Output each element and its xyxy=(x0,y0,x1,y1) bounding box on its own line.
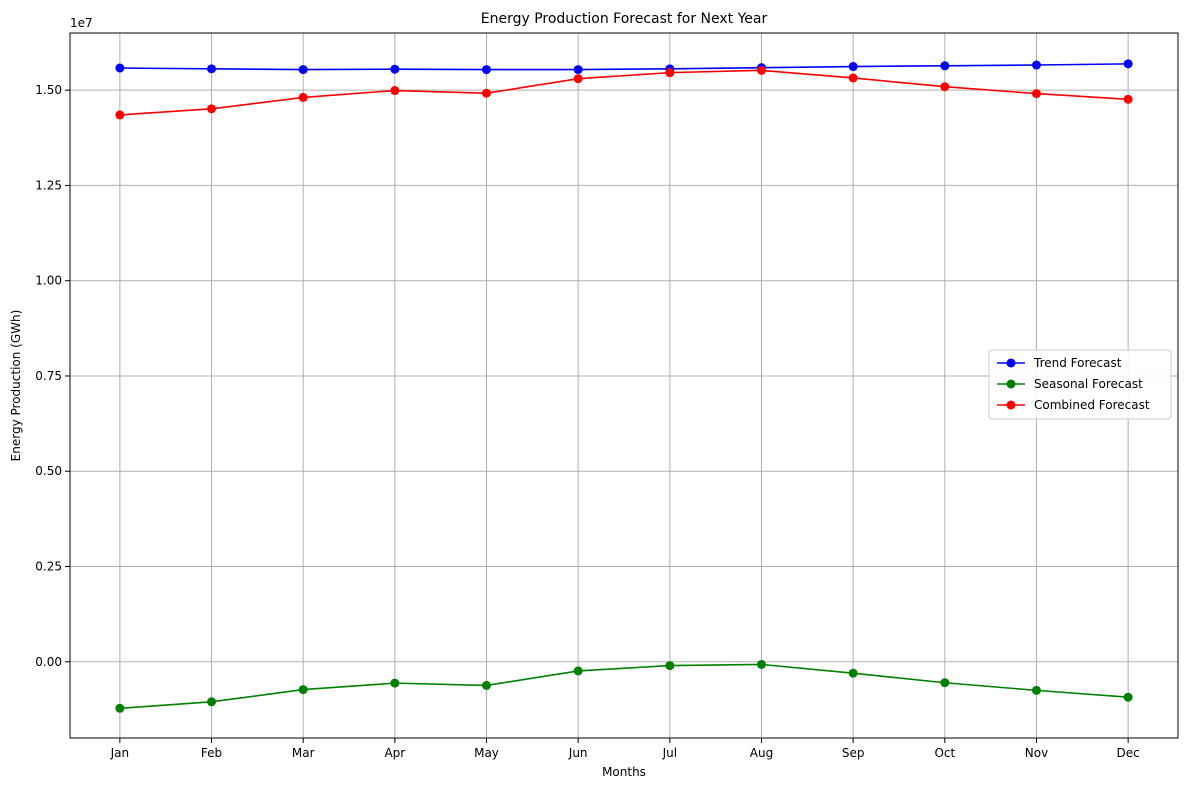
data-point xyxy=(848,668,858,678)
data-point xyxy=(207,697,217,707)
data-point xyxy=(756,659,766,669)
data-point xyxy=(482,88,492,98)
legend-item: Seasonal Forecast xyxy=(997,377,1143,391)
data-point xyxy=(665,68,675,78)
grid-lines xyxy=(70,33,1178,738)
data-point xyxy=(573,74,583,84)
y-axis: 0.00 0.25 0.50 0.75 1.00 1.25 1.50 xyxy=(35,83,70,669)
data-point xyxy=(390,64,400,74)
data-point xyxy=(665,661,675,671)
y-tick-label: 1.50 xyxy=(35,83,62,97)
legend-label: Seasonal Forecast xyxy=(1034,377,1143,391)
x-tick-label: Jul xyxy=(662,746,677,760)
data-point xyxy=(207,104,217,114)
legend-marker xyxy=(1006,400,1016,410)
legend-item: Trend Forecast xyxy=(997,356,1122,370)
plot-area-frame xyxy=(69,32,1179,739)
series-combined-forecast xyxy=(115,65,1133,120)
data-point xyxy=(1031,89,1041,99)
data-point xyxy=(1123,692,1133,702)
y-tick-label: 0.00 xyxy=(35,655,62,669)
series-trend-forecast xyxy=(115,59,1133,75)
data-point xyxy=(1123,94,1133,104)
x-tick-label: Aug xyxy=(750,746,773,760)
data-point xyxy=(573,666,583,676)
y-axis-offset-label: 1e7 xyxy=(70,16,93,30)
x-tick-label: Dec xyxy=(1117,746,1140,760)
data-point xyxy=(940,678,950,688)
data-point xyxy=(115,703,125,713)
x-tick-label: May xyxy=(474,746,499,760)
data-point xyxy=(940,61,950,71)
data-point xyxy=(207,64,217,74)
x-tick-label: Oct xyxy=(934,746,955,760)
data-point xyxy=(1031,60,1041,70)
data-point xyxy=(1123,59,1133,69)
x-tick-label: Feb xyxy=(201,746,222,760)
data-point xyxy=(298,65,308,75)
legend-label: Combined Forecast xyxy=(1034,398,1150,412)
data-point xyxy=(756,65,766,75)
legend-label: Trend Forecast xyxy=(1033,356,1122,370)
chart-title: Energy Production Forecast for Next Year xyxy=(481,11,768,27)
x-tick-label: Jun xyxy=(568,746,588,760)
data-point xyxy=(940,82,950,92)
data-point xyxy=(298,685,308,695)
y-tick-label: 1.00 xyxy=(35,274,62,288)
x-axis-label: Months xyxy=(602,765,646,779)
data-point xyxy=(390,678,400,688)
series-line xyxy=(119,69,1129,116)
data-point xyxy=(848,73,858,83)
data-point xyxy=(115,63,125,73)
y-axis-label: Energy Production (GWh) xyxy=(9,310,23,462)
data-point xyxy=(298,92,308,102)
data-point xyxy=(848,62,858,72)
data-point xyxy=(482,65,492,75)
data-point xyxy=(390,86,400,96)
y-tick-label: 1.25 xyxy=(35,178,62,192)
x-axis: Jan Feb Mar Apr May Jun Jul Aug Sep Oct Nov Dec xyxy=(110,738,1140,760)
x-tick-label: Jan xyxy=(110,746,130,760)
data-point xyxy=(115,110,125,120)
series-layer xyxy=(115,59,1133,713)
y-tick-label: 0.75 xyxy=(35,369,62,383)
x-tick-label: Apr xyxy=(384,746,405,760)
data-point xyxy=(573,65,583,75)
y-tick-label: 0.50 xyxy=(35,464,62,478)
x-tick-label: Mar xyxy=(292,746,315,760)
legend-marker xyxy=(1006,358,1016,368)
series-seasonal-forecast xyxy=(115,659,1133,713)
legend-item: Combined Forecast xyxy=(997,398,1150,412)
legend-marker xyxy=(1006,379,1016,389)
series-line xyxy=(119,663,1129,710)
data-point xyxy=(482,680,492,690)
legend: Trend Forecast Seasonal Forecast Combined … xyxy=(988,349,1172,420)
data-point xyxy=(1031,685,1041,695)
series-line xyxy=(119,63,1129,71)
legend-box xyxy=(988,349,1172,420)
y-tick-label: 0.25 xyxy=(35,560,62,574)
x-tick-label: Nov xyxy=(1025,746,1048,760)
x-tick-label: Sep xyxy=(842,746,865,760)
